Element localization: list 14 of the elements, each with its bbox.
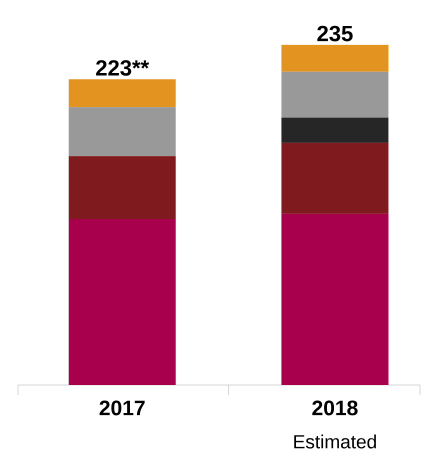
x-tick-label: 2017 xyxy=(100,400,145,416)
bar xyxy=(68,107,176,156)
bar xyxy=(281,118,388,143)
bar xyxy=(68,79,176,108)
bar xyxy=(68,156,176,220)
bar xyxy=(281,72,388,118)
annotation: 235 xyxy=(317,26,353,42)
bar xyxy=(281,142,388,214)
text: Estimated xyxy=(294,434,376,448)
bar xyxy=(281,44,388,72)
x-tick-label: 2018 xyxy=(312,400,358,416)
bar xyxy=(281,214,388,385)
annotation: 223** xyxy=(96,60,150,76)
bar xyxy=(68,219,176,385)
